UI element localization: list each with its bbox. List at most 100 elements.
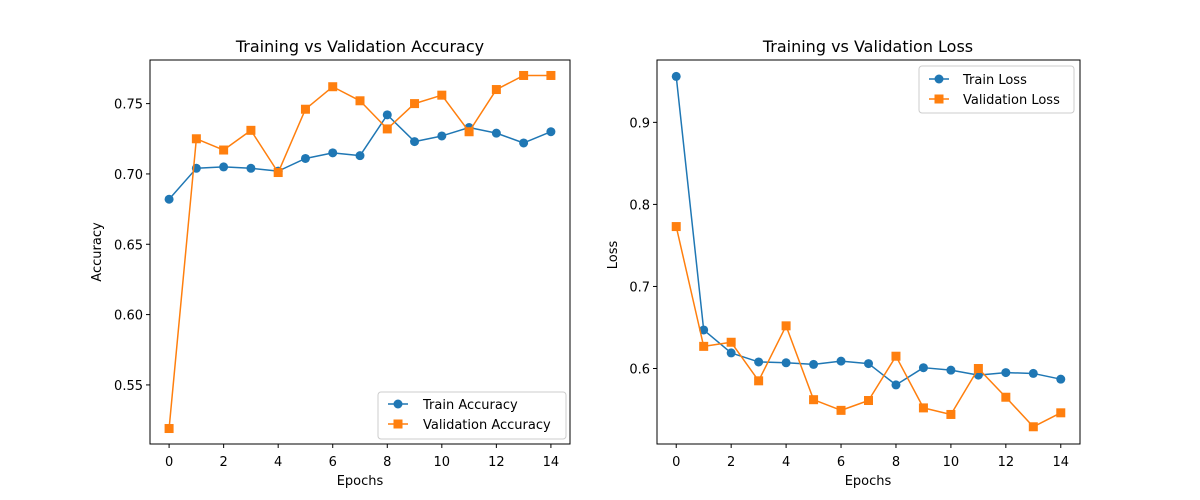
legend-label-train-loss: Train Loss xyxy=(962,73,1027,88)
loss-x-tick-label-2: 2 xyxy=(727,455,735,470)
data-point-validation-accuracy-6 xyxy=(328,82,338,92)
accuracy-x-tick-label-2: 2 xyxy=(219,455,227,470)
data-point-train-accuracy-13 xyxy=(519,138,529,148)
loss-x-tick-label-14: 14 xyxy=(1052,455,1069,470)
data-point-train-loss-1 xyxy=(699,325,709,335)
data-point-train-accuracy-14 xyxy=(546,127,556,137)
accuracy-x-tick-label-6: 6 xyxy=(329,455,337,470)
data-point-train-accuracy-8 xyxy=(382,110,392,120)
accuracy-chart-title: Training vs Validation Accuracy xyxy=(235,37,484,56)
accuracy-y-tick-label-4: 0.75 xyxy=(114,98,143,113)
data-point-train-accuracy-6 xyxy=(328,148,338,158)
data-point-validation-loss-4 xyxy=(781,321,791,331)
accuracy-legend-frame xyxy=(377,391,567,440)
accuracy-y-tick-label-3: 0.70 xyxy=(114,168,143,183)
data-point-validation-accuracy-7 xyxy=(355,96,365,106)
accuracy-legend: Train Accuracy Validation Accuracy xyxy=(377,391,567,440)
accuracy-y-tick-label-0: 0.55 xyxy=(114,379,143,394)
data-point-validation-accuracy-0 xyxy=(164,424,174,434)
loss-x-tick-label-0: 0 xyxy=(672,455,680,470)
loss-x-tick-label-4: 4 xyxy=(782,455,790,470)
data-point-train-accuracy-2 xyxy=(219,162,229,172)
data-point-train-loss-4 xyxy=(781,358,791,368)
data-point-validation-loss-0 xyxy=(671,222,681,232)
data-point-validation-accuracy-5 xyxy=(300,104,310,114)
legend-marker-train-accuracy xyxy=(393,399,403,409)
accuracy-x-tick-label-10: 10 xyxy=(434,455,451,470)
loss-chart: Training vs Validation Loss Epochs Loss … xyxy=(606,37,1081,489)
loss-y-tick-label-2: 0.8 xyxy=(629,198,650,213)
loss-x-tick-label-6: 6 xyxy=(837,455,845,470)
accuracy-plot-area xyxy=(149,59,571,445)
legend-label-validation-accuracy: Validation Accuracy xyxy=(423,418,551,433)
data-point-train-loss-3 xyxy=(754,357,764,367)
accuracy-x-axis-label: Epochs xyxy=(337,474,384,489)
data-point-train-accuracy-0 xyxy=(164,194,174,204)
loss-y-axis-label: Loss xyxy=(606,241,621,270)
accuracy-x-ticks: 0 2 4 6 8 10 12 14 xyxy=(165,444,559,470)
data-point-validation-loss-1 xyxy=(699,341,709,351)
legend-marker-validation-accuracy xyxy=(393,419,403,429)
accuracy-y-tick-label-2: 0.65 xyxy=(114,238,143,253)
data-point-validation-accuracy-10 xyxy=(437,90,447,100)
data-point-train-loss-12 xyxy=(1001,368,1011,378)
data-point-train-loss-5 xyxy=(809,359,819,369)
loss-x-tick-label-10: 10 xyxy=(943,455,960,470)
loss-x-tick-label-8: 8 xyxy=(892,455,900,470)
data-point-validation-loss-8 xyxy=(891,351,901,361)
data-point-train-accuracy-9 xyxy=(410,137,420,147)
accuracy-chart: Training vs Validation Accuracy Epochs A… xyxy=(90,37,571,489)
legend-label-train-accuracy: Train Accuracy xyxy=(422,398,518,413)
accuracy-y-axis-label: Accuracy xyxy=(90,222,105,282)
loss-legend-frame xyxy=(918,65,1075,114)
data-point-validation-accuracy-1 xyxy=(191,134,201,144)
accuracy-x-tick-label-0: 0 xyxy=(165,455,173,470)
loss-y-tick-label-0: 0.6 xyxy=(629,363,650,378)
data-point-train-accuracy-12 xyxy=(491,128,501,138)
data-point-train-accuracy-3 xyxy=(246,163,256,173)
data-point-train-accuracy-10 xyxy=(437,131,447,141)
data-point-validation-loss-11 xyxy=(973,364,983,374)
accuracy-x-tick-label-8: 8 xyxy=(383,455,391,470)
data-point-validation-loss-12 xyxy=(1001,392,1011,402)
loss-chart-title: Training vs Validation Loss xyxy=(762,37,973,56)
data-point-validation-accuracy-13 xyxy=(519,70,529,80)
data-point-train-loss-8 xyxy=(891,380,901,390)
data-point-validation-accuracy-8 xyxy=(382,124,392,134)
data-point-train-loss-7 xyxy=(864,359,873,369)
loss-y-tick-label-1: 0.7 xyxy=(629,280,650,295)
data-point-validation-accuracy-3 xyxy=(246,125,256,135)
data-point-validation-loss-2 xyxy=(726,337,736,347)
loss-plot-area xyxy=(656,59,1081,445)
data-point-validation-loss-10 xyxy=(946,409,956,419)
accuracy-y-ticks: 0.55 0.60 0.65 0.70 0.75 xyxy=(114,98,150,394)
loss-x-axis-label: Epochs xyxy=(845,474,892,489)
data-point-train-loss-2 xyxy=(726,348,736,358)
data-point-validation-accuracy-9 xyxy=(410,99,420,109)
accuracy-series xyxy=(164,70,556,434)
accuracy-x-tick-label-4: 4 xyxy=(274,455,282,470)
data-point-validation-loss-6 xyxy=(836,405,846,415)
loss-series xyxy=(671,71,1066,432)
data-point-validation-accuracy-2 xyxy=(219,145,229,155)
data-point-validation-accuracy-11 xyxy=(464,127,474,137)
accuracy-y-tick-label-1: 0.60 xyxy=(114,309,143,324)
loss-x-ticks: 0 2 4 6 8 10 12 14 xyxy=(672,444,1069,470)
loss-legend: Train Loss Validation Loss xyxy=(918,65,1075,114)
data-point-train-loss-13 xyxy=(1028,368,1038,378)
data-point-train-loss-9 xyxy=(918,363,928,373)
loss-x-tick-label-12: 12 xyxy=(998,455,1015,470)
accuracy-x-tick-label-14: 14 xyxy=(543,455,560,470)
data-point-train-loss-6 xyxy=(836,356,846,366)
legend-marker-validation-loss xyxy=(934,94,944,104)
data-point-validation-loss-5 xyxy=(809,395,819,405)
data-point-validation-loss-14 xyxy=(1056,408,1066,418)
data-point-train-accuracy-5 xyxy=(300,153,310,163)
legend-label-validation-loss: Validation Loss xyxy=(963,93,1060,108)
data-point-train-loss-0 xyxy=(671,71,681,81)
data-point-train-loss-10 xyxy=(946,365,956,375)
loss-y-tick-label-3: 0.9 xyxy=(629,116,650,131)
legend-marker-train-loss xyxy=(934,74,944,84)
data-point-validation-loss-3 xyxy=(754,376,764,386)
